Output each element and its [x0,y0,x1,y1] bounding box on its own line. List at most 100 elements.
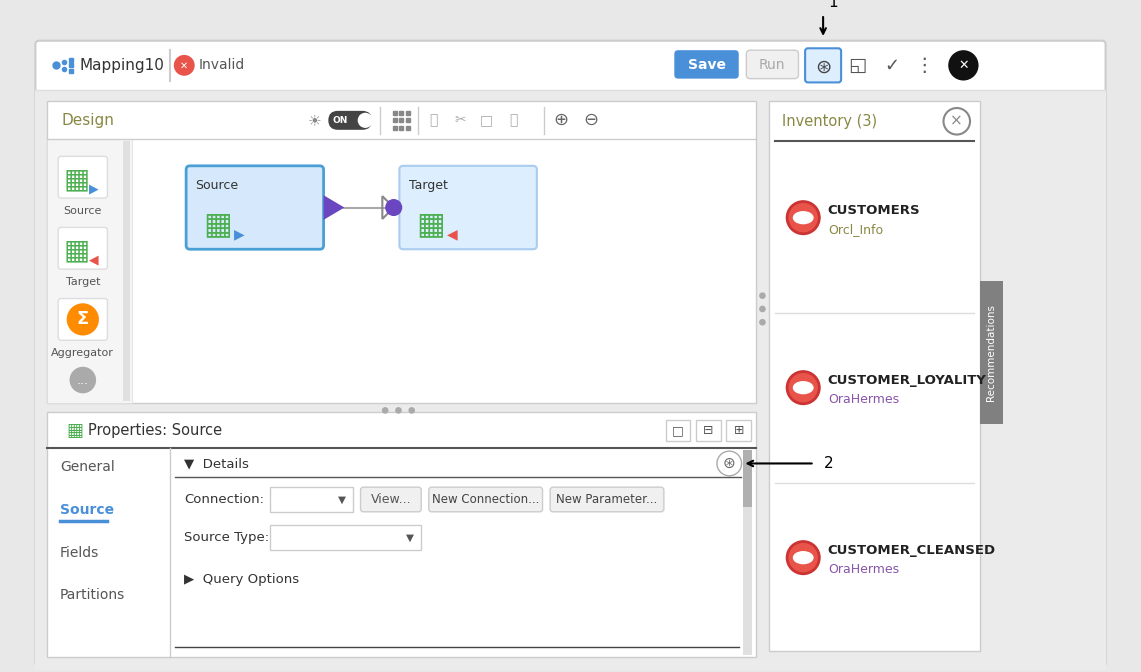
Ellipse shape [793,211,814,224]
Text: OraHermes: OraHermes [828,392,899,405]
Bar [696,420,721,441]
Text: Invalid: Invalid [199,58,244,73]
Text: Source: Source [60,503,114,517]
Text: ▦: ▦ [416,210,445,239]
Circle shape [173,55,195,76]
Text: Partitions: Partitions [60,588,126,602]
Text: Orcl_Info: Orcl_Info [828,222,883,236]
Circle shape [759,319,766,325]
Text: 🗑: 🗑 [429,114,438,127]
Bar [743,450,752,655]
Text: Fields: Fields [60,546,99,560]
Text: ✕: ✕ [180,60,188,71]
Text: Recommendations: Recommendations [986,304,996,401]
Text: Aggregator: Aggregator [51,348,114,358]
FancyBboxPatch shape [58,157,107,198]
Text: ⊛: ⊛ [815,58,832,77]
Text: Connection:: Connection: [184,493,265,506]
Text: CUSTOMER_LOYALITY: CUSTOMER_LOYALITY [828,374,987,386]
FancyBboxPatch shape [674,50,738,79]
Circle shape [787,542,819,574]
Text: ◀: ◀ [447,227,458,241]
FancyBboxPatch shape [399,166,537,249]
Text: ✓: ✓ [884,56,900,75]
Bar [122,141,130,401]
Text: ⊞: ⊞ [734,424,744,437]
Text: □: □ [480,114,493,127]
Circle shape [787,202,819,234]
Circle shape [408,407,415,414]
Text: Properties: Source: Properties: Source [89,423,222,437]
Bar [727,420,751,441]
FancyBboxPatch shape [186,166,324,249]
FancyBboxPatch shape [550,487,664,512]
Text: ✕: ✕ [958,59,969,72]
Bar [47,101,755,403]
Ellipse shape [793,551,814,564]
Text: General: General [60,460,115,474]
FancyBboxPatch shape [746,50,799,79]
Text: Source Type:: Source Type: [184,531,269,544]
Text: ▦: ▦ [63,236,89,264]
Text: Σ: Σ [76,310,89,329]
Circle shape [717,451,742,476]
Circle shape [395,407,402,414]
Text: ON: ON [332,116,347,125]
Bar [769,101,979,651]
Text: CUSTOMER_CLEANSED: CUSTOMER_CLEANSED [828,544,996,556]
Circle shape [382,407,388,414]
Circle shape [386,199,403,216]
Circle shape [759,292,766,299]
Text: ▦: ▦ [63,165,89,193]
Circle shape [787,372,819,404]
Text: ▶  Query Options: ▶ Query Options [184,573,299,585]
Text: ▼  Details: ▼ Details [184,457,249,470]
Text: ▦: ▦ [203,210,232,239]
Text: ▼: ▼ [406,532,414,542]
Bar [269,525,421,550]
Bar [47,413,755,657]
Ellipse shape [793,381,814,394]
Text: ▶: ▶ [89,182,99,195]
Bar [269,487,353,512]
Bar [665,420,690,441]
FancyBboxPatch shape [429,487,542,512]
Text: Source: Source [195,179,238,192]
FancyBboxPatch shape [58,298,107,340]
Circle shape [759,306,766,312]
Text: Mapping10: Mapping10 [79,58,164,73]
Text: CUSTOMERS: CUSTOMERS [828,204,921,216]
Polygon shape [324,195,345,220]
Text: ×: × [950,114,963,129]
Text: Target: Target [408,179,447,192]
FancyBboxPatch shape [35,41,1106,667]
Text: ☀: ☀ [307,113,321,128]
Text: Save: Save [688,58,726,73]
Text: New Parameter...: New Parameter... [557,493,657,506]
Text: Design: Design [62,113,115,128]
Text: Target: Target [65,277,100,287]
Text: Run: Run [759,58,785,73]
Text: OraHermes: OraHermes [828,562,899,575]
Bar [979,282,1003,423]
Bar [47,139,132,403]
Text: ⧉: ⧉ [509,114,517,127]
Text: ...: ... [76,374,89,386]
Text: Source: Source [64,206,102,216]
FancyBboxPatch shape [806,48,841,83]
Text: New Connection...: New Connection... [432,493,540,506]
Circle shape [70,367,96,393]
Text: ⋮: ⋮ [914,56,933,75]
Text: ⊟: ⊟ [703,424,713,437]
Circle shape [948,50,979,81]
Text: ▶: ▶ [234,227,244,241]
FancyBboxPatch shape [58,227,107,269]
Text: Inventory (3): Inventory (3) [783,114,877,129]
Bar [743,450,752,507]
Text: ▼: ▼ [338,495,346,505]
Text: 2: 2 [824,456,834,471]
Circle shape [357,113,373,128]
Text: □: □ [672,424,683,437]
Text: ✂: ✂ [454,114,466,127]
Circle shape [66,303,99,335]
